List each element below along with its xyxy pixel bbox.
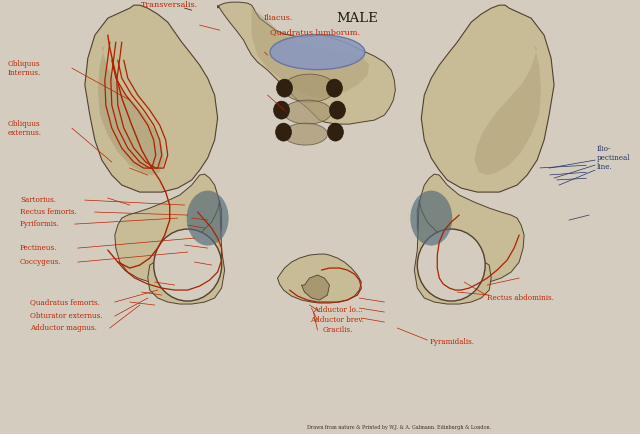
- Ellipse shape: [270, 35, 365, 69]
- Text: Quadratus femoris.: Quadratus femoris.: [30, 298, 100, 306]
- Polygon shape: [414, 200, 491, 304]
- Text: Quadratus lumborum.: Quadratus lumborum.: [269, 28, 360, 36]
- Text: Obturator externus.: Obturator externus.: [30, 312, 102, 320]
- Ellipse shape: [328, 123, 344, 141]
- Ellipse shape: [276, 79, 292, 97]
- Ellipse shape: [330, 101, 346, 119]
- Ellipse shape: [284, 123, 328, 145]
- Polygon shape: [474, 45, 541, 175]
- Ellipse shape: [410, 191, 452, 246]
- Text: Obliquus
externus.: Obliquus externus.: [8, 119, 42, 137]
- Polygon shape: [115, 174, 221, 283]
- Ellipse shape: [187, 191, 228, 246]
- Ellipse shape: [417, 229, 485, 301]
- Text: Pyriformis.: Pyriformis.: [20, 220, 60, 228]
- Ellipse shape: [276, 123, 291, 141]
- Polygon shape: [252, 8, 369, 98]
- Text: Drawn from nature & Printed by W.J. & A. Galmann. Edinburgh & London.: Drawn from nature & Printed by W.J. & A.…: [307, 425, 492, 430]
- Text: Obliquus
Internus.: Obliquus Internus.: [8, 59, 41, 77]
- Polygon shape: [417, 174, 524, 283]
- Text: Ilio-
pectineal
line.: Ilio- pectineal line.: [597, 145, 630, 171]
- Ellipse shape: [284, 74, 335, 102]
- Polygon shape: [218, 2, 396, 124]
- Text: Pectineus.: Pectineus.: [20, 244, 58, 252]
- Polygon shape: [421, 5, 554, 192]
- Text: Sartorius.: Sartorius.: [20, 196, 56, 204]
- Ellipse shape: [273, 101, 289, 119]
- Text: Iliacus.: Iliacus.: [264, 14, 293, 22]
- Text: MALE: MALE: [337, 12, 378, 25]
- Text: Rectus femoris.: Rectus femoris.: [20, 208, 77, 216]
- Ellipse shape: [154, 229, 221, 301]
- Text: Rectus abdominis.: Rectus abdominis.: [487, 294, 554, 302]
- Text: Gracilis.: Gracilis.: [323, 326, 353, 334]
- Polygon shape: [148, 200, 225, 304]
- Polygon shape: [85, 5, 218, 192]
- Ellipse shape: [326, 79, 342, 97]
- Text: Coccygeus.: Coccygeus.: [20, 258, 61, 266]
- Text: Adductor lo...: Adductor lo...: [313, 306, 362, 314]
- Ellipse shape: [284, 100, 332, 124]
- Text: Adductor brev.: Adductor brev.: [310, 316, 364, 324]
- Polygon shape: [98, 45, 164, 175]
- Polygon shape: [301, 275, 330, 300]
- Text: Transversalis.: Transversalis.: [141, 1, 198, 9]
- Text: Pyramidalis.: Pyramidalis.: [429, 338, 474, 346]
- Polygon shape: [278, 254, 362, 303]
- Text: Adductor magnus.: Adductor magnus.: [30, 324, 97, 332]
